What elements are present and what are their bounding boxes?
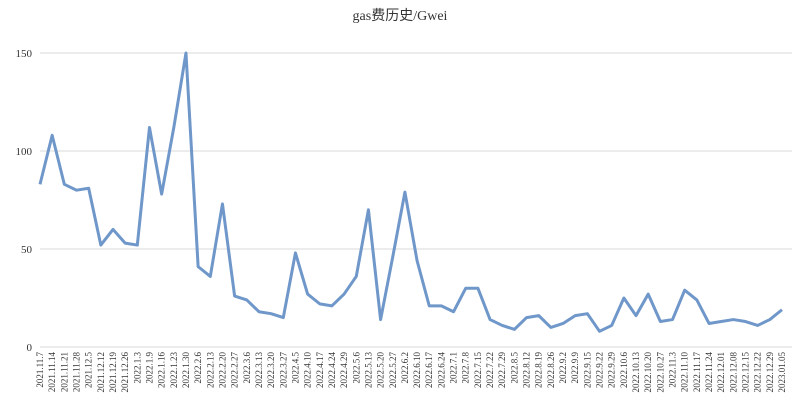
- x-tick-label: 2022.4.24: [327, 352, 337, 389]
- x-tick-label: 2022.9.22: [595, 352, 605, 388]
- x-tick-label: 2022.2.13: [205, 352, 215, 389]
- x-tick-label: 2022.9.9: [570, 352, 580, 384]
- x-tick-label: 2021.11.14: [47, 352, 57, 393]
- x-tick-label: 2022.10.13: [631, 352, 641, 393]
- x-tick-label: 2022.4.29: [339, 352, 349, 389]
- x-tick-label: 2022.1.23: [169, 352, 179, 389]
- x-tick-label: 2022.1.16: [157, 352, 167, 389]
- x-tick-label: 2022.10.6: [619, 352, 629, 389]
- x-tick-label: 2022.3.20: [266, 352, 276, 389]
- x-tick-label: 2022.6.24: [436, 352, 446, 389]
- x-tick-label: 2022.7.1: [449, 352, 459, 384]
- x-tick-label: 2022.6.2: [400, 352, 410, 384]
- x-tick-label: 2022.4.10: [303, 352, 313, 389]
- x-tick-label: 2022.11.17: [692, 352, 702, 393]
- y-tick-label: 150: [16, 48, 33, 60]
- x-tick-label: 2022.12.08: [728, 352, 738, 393]
- y-tick-label: 0: [27, 342, 33, 354]
- y-tick-label: 100: [16, 146, 33, 158]
- x-tick-label: 2022.1.9: [144, 352, 154, 384]
- x-tick-label: 2022.10.27: [655, 352, 665, 393]
- x-tick-label: 2022.5.20: [376, 352, 386, 389]
- x-tick-label: 2022.8.12: [522, 352, 532, 388]
- x-tick-label: 2022.8.26: [546, 352, 556, 389]
- x-tick-label: 2022.11.24: [704, 352, 714, 393]
- x-tick-label: 2022.3.13: [254, 352, 264, 389]
- x-tick-label: 2021.12.12: [96, 352, 106, 393]
- x-tick-label: 2022.12.22: [753, 352, 763, 393]
- x-tick-label: 2022.9.29: [607, 352, 617, 389]
- x-tick-label: 2022.9.2: [558, 352, 568, 384]
- x-tick-label: 2022.12.29: [765, 352, 775, 393]
- x-tick-label: 2022.1.30: [181, 352, 191, 389]
- x-tick-label: 2022.1.3: [132, 352, 142, 384]
- x-tick-label: 2022.12.15: [741, 352, 751, 393]
- x-tick-label: 2022.8.5: [509, 352, 519, 384]
- x-tick-label: 2021.12.5: [84, 352, 94, 389]
- x-tick-label: 2021.12.26: [120, 352, 130, 393]
- x-tick-label: 2022.5.6: [351, 352, 361, 384]
- y-tick-label: 50: [21, 244, 33, 256]
- x-tick-label: 2022.4.5: [290, 352, 300, 384]
- x-tick-label: 2022.7.8: [461, 352, 471, 384]
- x-tick-label: 2022.8.19: [534, 352, 544, 389]
- x-tick-label: 2022.7.29: [497, 352, 507, 389]
- x-tick-label: 2022.9.15: [582, 352, 592, 389]
- x-tick-label: 2022.7.22: [485, 352, 495, 388]
- x-tick-label: 2022.6.10: [412, 352, 422, 389]
- chart-title: gas费历史/Gwei: [353, 8, 448, 24]
- x-tick-label: 2021.11.28: [71, 352, 81, 393]
- x-tick-label: 2022.10.20: [643, 352, 653, 393]
- x-tick-label: 2021.11.7: [35, 352, 45, 388]
- x-tick-label: 2022.2.6: [193, 352, 203, 384]
- x-tick-label: 2021.11.21: [59, 352, 69, 392]
- line-series: [38, 51, 783, 333]
- x-tick-label: 2022.4.17: [315, 352, 325, 389]
- x-tick-label: 2022.3.6: [242, 352, 252, 384]
- x-tick-label: 2022.2.27: [230, 352, 240, 389]
- x-tick-label: 2022.6.17: [424, 352, 434, 389]
- x-tick-label: 2022.3.27: [278, 352, 288, 389]
- x-tick-label: 2022.11.10: [680, 352, 690, 393]
- x-tick-label: 2021.12.19: [108, 352, 118, 393]
- x-tick-label: 2022.5.27: [388, 352, 398, 389]
- x-tick-label: 2022.11.3: [668, 352, 678, 388]
- x-tick-label: 2022.2.20: [217, 352, 227, 389]
- x-tick-label: 2023.01.05: [777, 352, 787, 393]
- x-tick-label: 2022.12.01: [716, 352, 726, 393]
- x-tick-label: 2022.5.13: [363, 352, 373, 389]
- x-tick-label: 2022.7.15: [473, 352, 483, 389]
